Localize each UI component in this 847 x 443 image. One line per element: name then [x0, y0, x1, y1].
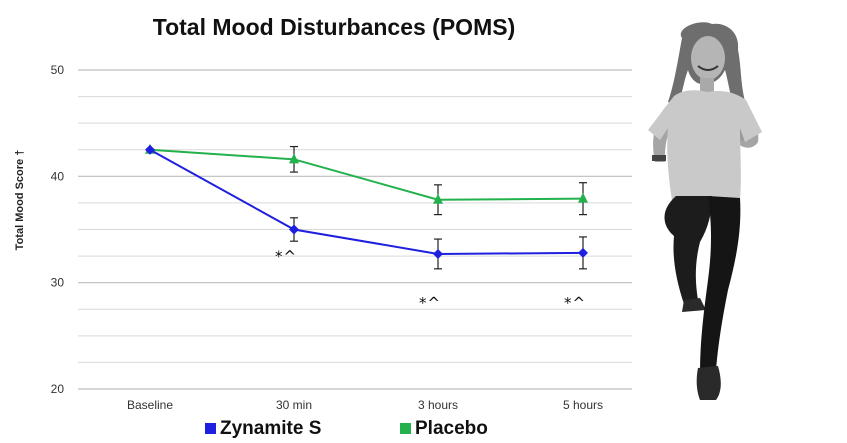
significance-annotation: *^ — [419, 294, 441, 312]
annotations: *^ *^ *^ — [275, 247, 586, 312]
gridlines — [78, 69, 632, 390]
series-placebo — [145, 143, 588, 216]
y-tick-label: 50 — [51, 63, 65, 77]
series-line — [149, 148, 584, 255]
x-tick-label: Baseline — [127, 398, 173, 412]
y-tick-label: 20 — [51, 382, 65, 396]
series-line — [149, 148, 584, 201]
y-axis-label: Total Mood Score † — [14, 150, 26, 251]
data-point — [578, 247, 588, 258]
x-tick-label: 3 hours — [418, 398, 458, 412]
legend-label: Placebo — [415, 418, 488, 439]
data-point — [289, 153, 299, 164]
series-zynamite-s — [145, 144, 588, 270]
data-point — [289, 224, 299, 235]
cheering-girl-photo — [648, 22, 762, 400]
legend-swatch — [205, 423, 216, 434]
data-point — [433, 248, 443, 259]
y-tick-label: 30 — [51, 276, 65, 290]
data-point — [433, 193, 443, 204]
y-tick-labels: 20 30 40 50 — [51, 63, 65, 396]
legend-swatch — [400, 423, 411, 434]
y-tick-label: 40 — [51, 169, 65, 183]
significance-annotation: *^ — [564, 294, 586, 312]
data-point — [578, 192, 588, 203]
x-tick-labels: Baseline 30 min 3 hours 5 hours — [127, 398, 603, 412]
legend: Zynamite S Placebo — [205, 418, 488, 439]
data-point — [145, 144, 155, 155]
legend-label: Zynamite S — [220, 418, 321, 439]
significance-annotation: *^ — [275, 247, 297, 265]
series-group — [145, 143, 588, 270]
x-tick-label: 5 hours — [563, 398, 603, 412]
chart-title: Total Mood Disturbances (POMS) — [153, 14, 515, 40]
x-tick-label: 30 min — [276, 398, 312, 412]
